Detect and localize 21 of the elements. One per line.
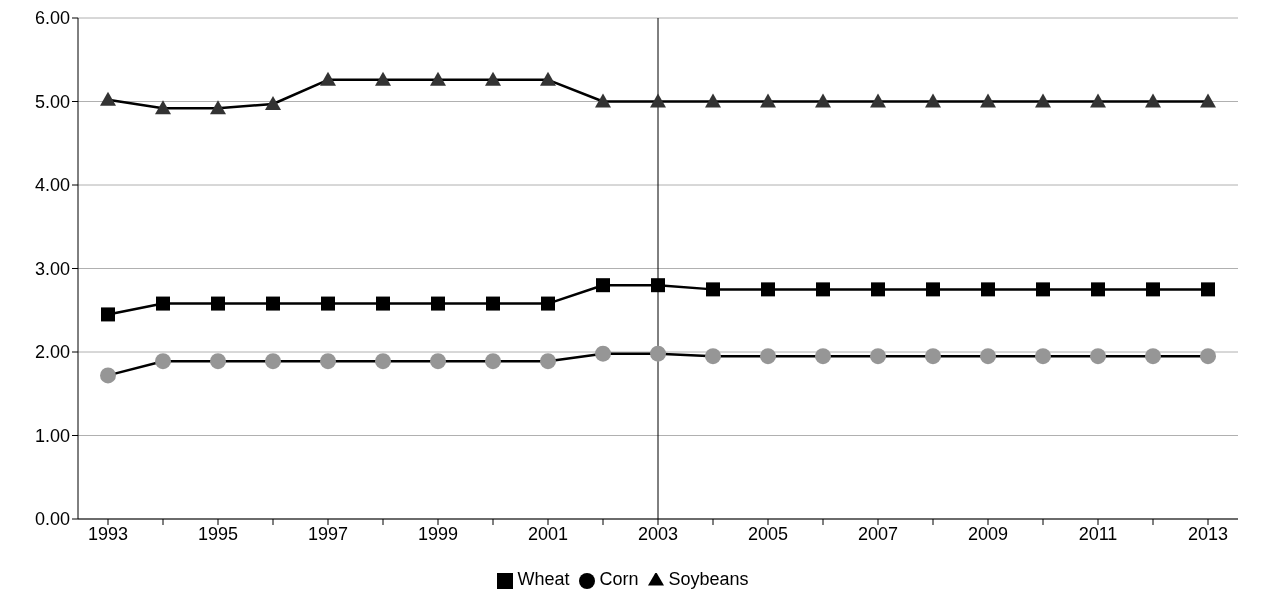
legend-label: Soybeans <box>668 569 749 589</box>
y-tick-label: 2.00 <box>34 342 70 363</box>
y-tick-label: 4.00 <box>34 175 70 196</box>
x-tick-label: 2003 <box>637 523 679 544</box>
x-tick-label: 2001 <box>527 523 569 544</box>
x-tick-label: 1995 <box>197 523 239 544</box>
y-tick-label: 3.00 <box>34 258 70 279</box>
x-tick-label: 2005 <box>747 523 789 544</box>
y-tick-label: 0.00 <box>34 509 70 530</box>
y-tick-label: 5.00 <box>34 91 70 112</box>
x-tick-label: 2009 <box>967 523 1009 544</box>
x-tick-label: 2013 <box>1187 523 1229 544</box>
x-tick-label: 2007 <box>857 523 899 544</box>
legend-label: Wheat <box>517 569 570 589</box>
x-tick-label: 1993 <box>87 523 129 544</box>
legend-label: Corn <box>599 569 639 589</box>
y-tick-label: 1.00 <box>34 425 70 446</box>
x-tick-label: 1997 <box>307 523 349 544</box>
x-tick-label: 1999 <box>417 523 459 544</box>
y-tick-label: 6.00 <box>34 8 70 29</box>
x-tick-label: 2011 <box>1078 523 1118 544</box>
